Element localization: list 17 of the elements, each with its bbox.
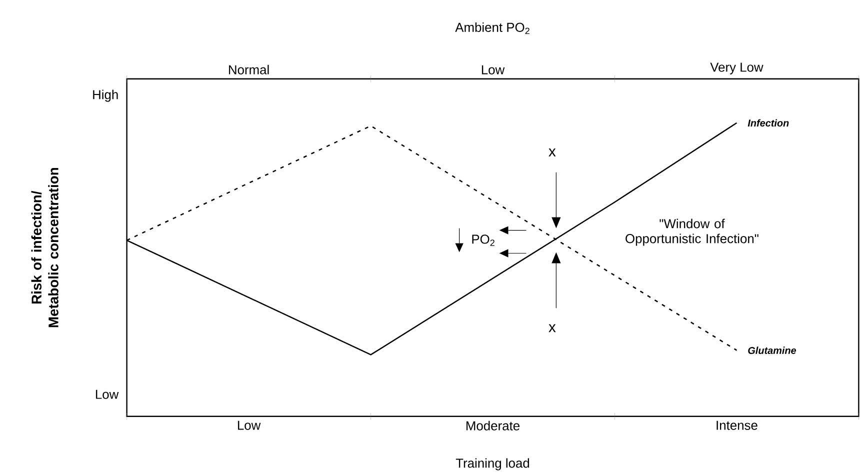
y-axis-title: Risk of infection/ Metabolic concentration	[31, 168, 58, 328]
x-axis-title: Training load	[456, 458, 530, 470]
annotation: PO$_{2}$	[472, 234, 494, 246]
annotation: x	[548, 324, 556, 332]
text: Low	[96, 390, 119, 399]
annotation: "Window of Opportunistic Infection"	[626, 218, 758, 246]
x-tick-label: Low	[238, 420, 261, 430]
x2-axis-title: Ambient PO$_{2}$	[455, 22, 530, 34]
text: Normal	[229, 64, 269, 74]
text: High	[93, 90, 118, 102]
x-tick-label: Intense	[716, 420, 758, 430]
annotation: x	[548, 148, 556, 156]
x-tick-label: Moderate	[466, 420, 520, 430]
series-label: Infection	[748, 119, 789, 126]
text: Very Low	[710, 62, 764, 74]
text: Low	[482, 65, 505, 74]
series-label: Glutamine	[748, 346, 796, 354]
